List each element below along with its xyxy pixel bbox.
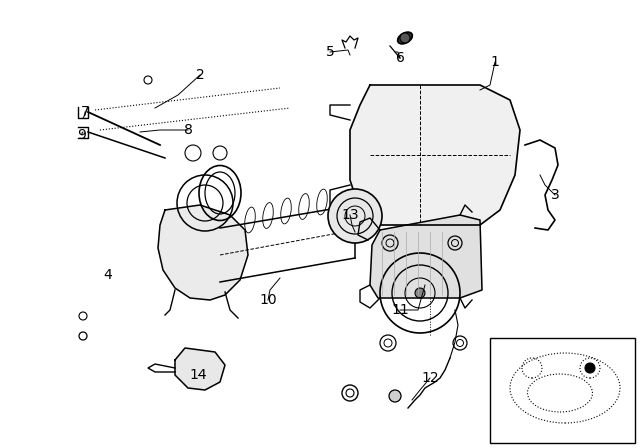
- Text: 10: 10: [259, 293, 277, 307]
- Circle shape: [400, 33, 410, 43]
- Circle shape: [328, 189, 382, 243]
- Circle shape: [415, 288, 425, 298]
- Bar: [490, 338, 635, 443]
- Circle shape: [389, 390, 401, 402]
- Text: 00°85553: 00°85553: [536, 433, 584, 443]
- Text: 3: 3: [550, 188, 559, 202]
- Text: 1: 1: [491, 55, 499, 69]
- Text: 11: 11: [391, 303, 409, 317]
- Text: 14: 14: [189, 368, 207, 382]
- Text: 8: 8: [184, 123, 193, 137]
- Polygon shape: [175, 348, 225, 390]
- Text: 9: 9: [77, 128, 86, 142]
- Polygon shape: [370, 215, 482, 298]
- Circle shape: [585, 363, 595, 373]
- Text: 6: 6: [396, 51, 404, 65]
- Polygon shape: [158, 205, 248, 300]
- Text: 13: 13: [341, 208, 359, 222]
- Text: 5: 5: [326, 45, 334, 59]
- Polygon shape: [350, 85, 520, 225]
- Text: 2: 2: [196, 68, 204, 82]
- Text: 7: 7: [81, 105, 90, 119]
- Text: 4: 4: [104, 268, 113, 282]
- Text: 12: 12: [421, 371, 439, 385]
- Ellipse shape: [397, 32, 412, 44]
